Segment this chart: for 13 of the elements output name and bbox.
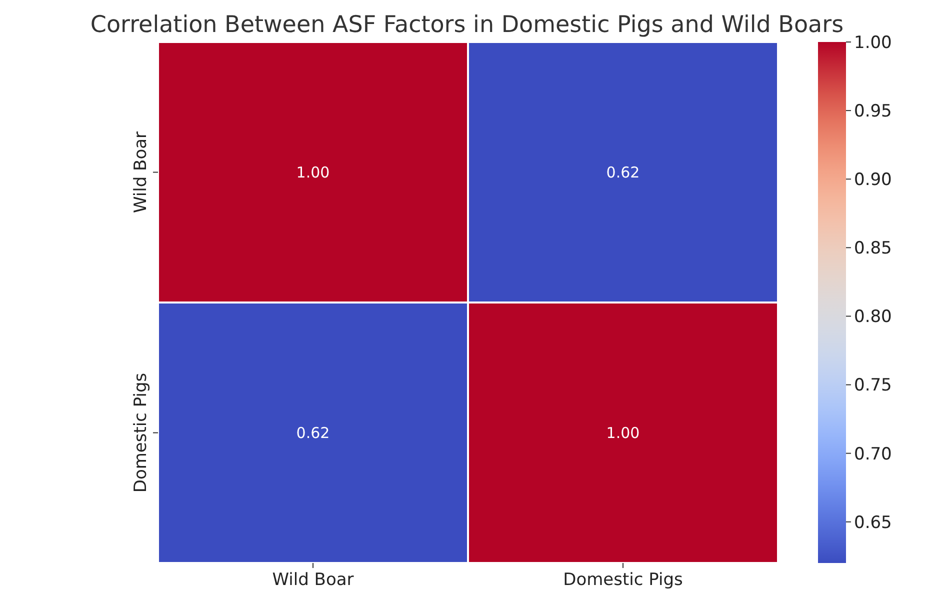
color-bar-label: 0.85 [854,238,892,259]
color-bar-label: 0.75 [854,376,892,396]
chart-title: Correlation Between ASF Factors in Domestic Pigs and Wild Boars [90,12,844,38]
data-label: 1.00 [606,424,640,442]
data-label: 0.62 [606,164,640,182]
color-bar-label: 0.90 [854,170,892,190]
color-bar-label: 1.00 [854,32,892,53]
color-bar-label: 0.95 [854,102,892,122]
color-bar-label: 0.70 [854,444,892,464]
color-bar-label: 0.80 [854,307,892,328]
data-label: 0.62 [296,424,330,442]
color-bar-label: 0.65 [854,512,892,533]
data-label: 1.00 [296,164,330,182]
